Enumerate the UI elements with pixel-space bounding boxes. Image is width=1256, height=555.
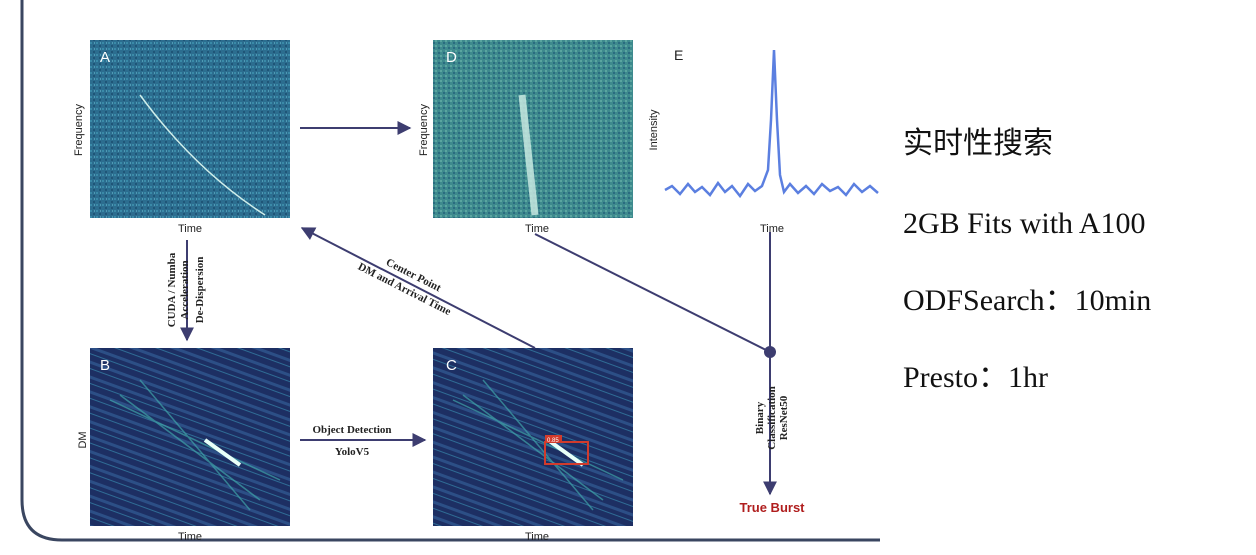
step-label: Acceleration [179,260,191,319]
summary-line: ODFSearch：10min [903,284,1151,317]
junction [764,346,776,358]
step-label: Classification [766,386,778,450]
step-label: ResNet50 [778,395,790,440]
y-label: Frequency [73,104,85,156]
panel-letter: B [100,357,110,374]
panel-letter: A [100,49,110,66]
x-label: Time [760,223,784,235]
x-label: Time [178,223,202,235]
y-label: Frequency [418,104,430,156]
summary-line: 2GB Fits with A100 [903,207,1146,240]
panel-c: 0.85 C Time [433,348,633,543]
x-label: Time [525,223,549,235]
arrows [180,121,777,496]
frame [20,0,880,542]
step-label: YoloV5 [335,446,370,458]
y-label: DM [77,431,89,448]
score: 0.85 [547,438,559,444]
step-label: De-Dispersion [194,257,206,324]
panel-b: B Time DM [77,348,290,543]
summary-heading: 实时性搜索 [903,126,1053,161]
step-label: Binary [754,401,766,434]
step-label: CUDA / Numba [166,252,178,327]
panel-d: D Time Frequency [418,40,633,235]
x-label: Time [525,531,549,543]
panel-letter: D [446,49,457,66]
x-label: Time [178,531,202,543]
panel-a: A Time Frequency [73,40,290,235]
step-label: Object Detection [312,424,391,436]
summary-line: Presto：1hr [903,361,1048,394]
panel-letter: E [674,47,683,63]
result: True Burst [739,500,805,515]
y-label: Intensity [648,109,660,150]
panel-e: E Time Intensity [648,47,879,235]
panel-letter: C [446,357,457,374]
